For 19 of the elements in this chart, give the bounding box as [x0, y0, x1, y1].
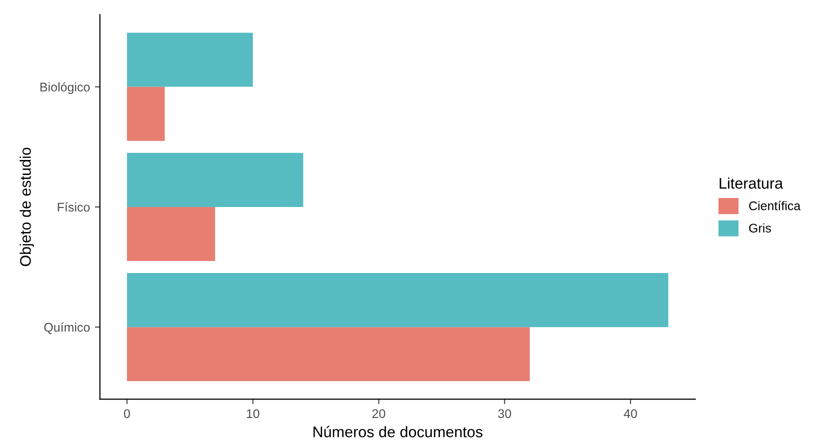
y-tick-label: Químico — [44, 322, 90, 334]
bar — [126, 152, 304, 207]
y-tick-label: Físico — [58, 202, 90, 212]
bar — [126, 273, 668, 328]
bar — [126, 86, 165, 141]
legend-label: Gris — [749, 223, 771, 233]
legend-label: Científica — [749, 200, 801, 210]
x-tick-label: 20 — [372, 409, 386, 418]
x-tick-label: 30 — [498, 409, 512, 418]
x-axis-title: Números de documentos — [314, 426, 482, 438]
legend-title: Literatura — [720, 178, 784, 189]
x-tick-label: 40 — [624, 409, 637, 418]
x-tick-label: 10 — [246, 409, 260, 418]
bar — [126, 32, 253, 87]
bar — [126, 327, 530, 382]
bar — [126, 206, 216, 262]
y-tick-label: Biológico — [40, 82, 90, 94]
y-axis-title: Objeto de estudio — [20, 148, 34, 266]
x-tick-label: 0 — [124, 409, 130, 418]
